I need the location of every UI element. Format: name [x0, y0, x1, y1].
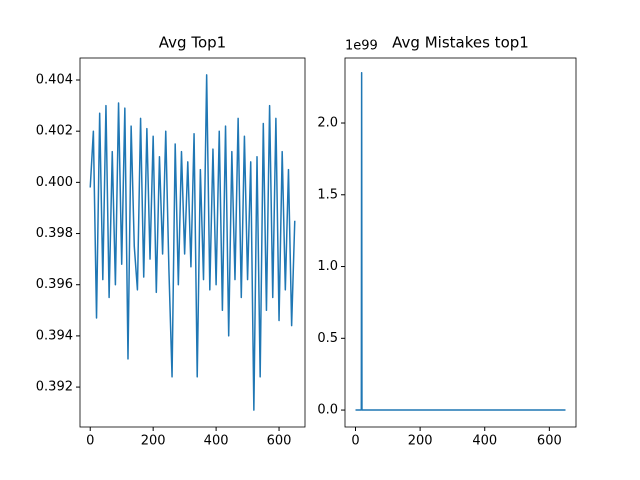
x-tick-label: 600: [537, 434, 562, 449]
offset-label: 1e99: [345, 39, 378, 54]
x-tick-label: 200: [141, 434, 166, 449]
chart-title: Avg Mistakes top1: [392, 34, 529, 52]
axes-frame: [79, 57, 306, 428]
x-tick-label: 0: [86, 434, 94, 449]
y-tick-label: 0.400: [36, 175, 73, 190]
x-tick-label: 0: [351, 434, 359, 449]
y-tick-label: 0.0: [317, 403, 338, 418]
y-tick-label: 1.5: [317, 187, 338, 202]
x-tick-label: 400: [204, 434, 229, 449]
axes-frame: [344, 57, 577, 428]
data-line: [355, 72, 566, 411]
data-line: [89, 74, 296, 411]
y-tick-label: 0.5: [317, 331, 338, 346]
y-tick-label: 2.0: [317, 116, 338, 131]
x-tick-label: 600: [267, 434, 292, 449]
y-tick-label: 0.396: [36, 277, 73, 292]
x-tick-label: 200: [408, 434, 433, 449]
y-tick-label: 0.394: [36, 328, 73, 343]
x-tick-label: 400: [472, 434, 497, 449]
y-tick-label: 0.392: [36, 380, 73, 395]
chart-title: Avg Top1: [159, 34, 226, 52]
y-tick-label: 0.398: [36, 226, 73, 241]
y-tick-label: 0.402: [36, 124, 73, 139]
y-tick-label: 1.0: [317, 259, 338, 274]
y-tick-label: 0.404: [36, 73, 73, 88]
